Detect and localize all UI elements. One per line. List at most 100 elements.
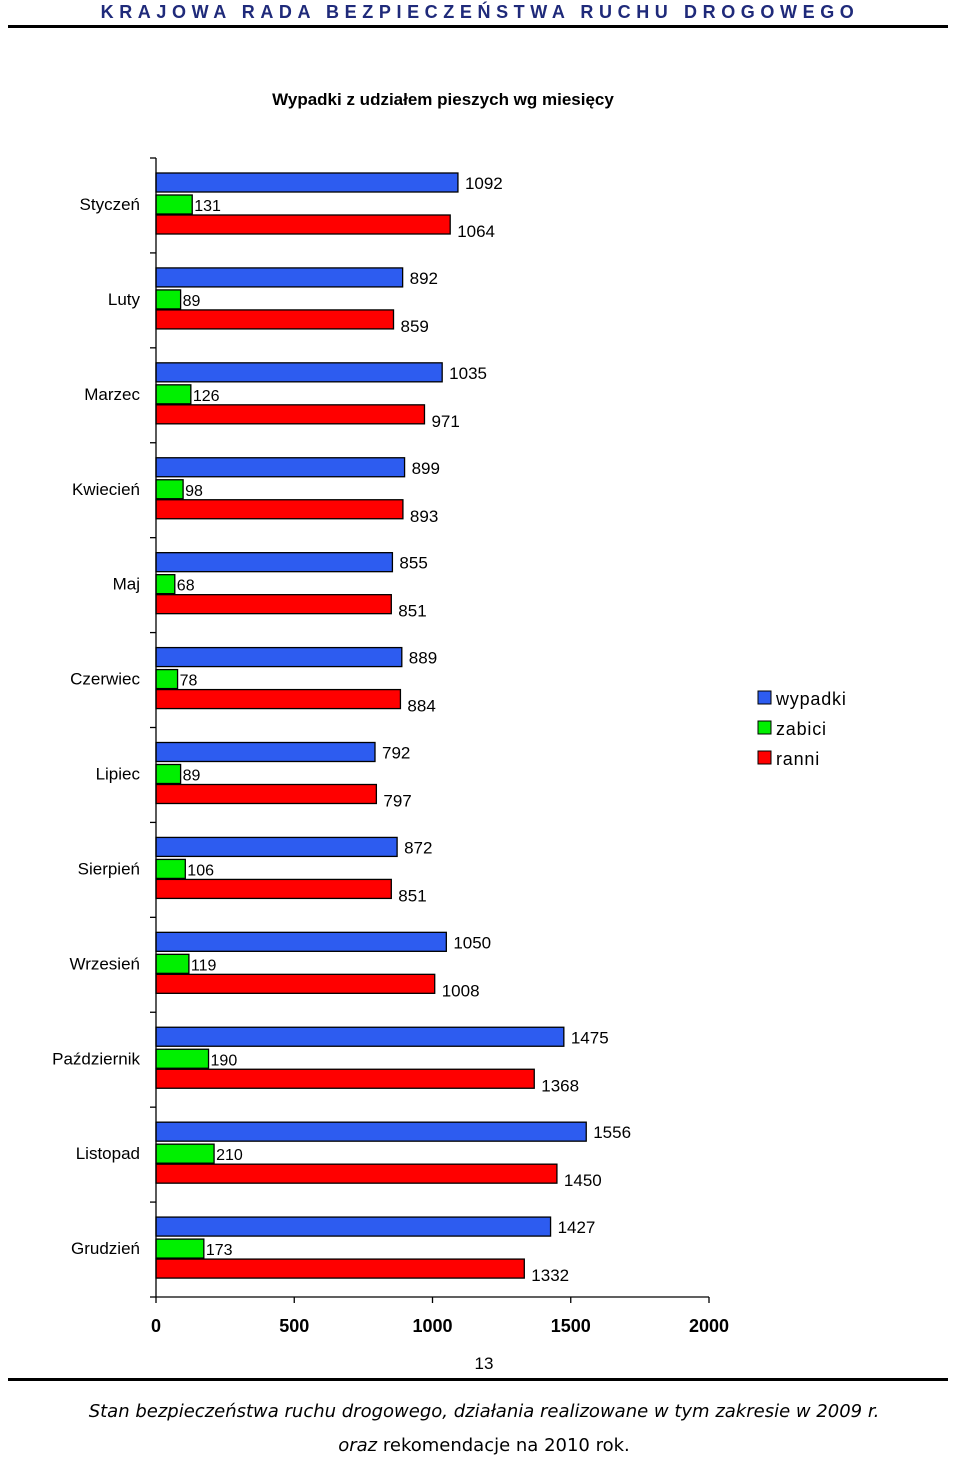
bar-wypadki-2: [155, 362, 443, 383]
label-wypadki-2: 1035: [449, 364, 487, 383]
bar-ranni-11: [155, 1258, 525, 1279]
bar-wypadki-8: [155, 931, 447, 952]
bar-wypadki-10: [155, 1121, 587, 1142]
label-ranni-2: 971: [431, 412, 459, 431]
label-wypadki-4: 855: [399, 554, 427, 573]
bar-chart: Wypadki z udziałem pieszych wg miesięcy …: [52, 90, 847, 1336]
label-ranni-3: 893: [410, 507, 438, 526]
bar-ranni-1: [155, 309, 395, 330]
label-zabici-11: 173: [206, 1242, 233, 1259]
bar-zabici-10: [155, 1143, 215, 1164]
label-zabici-6: 89: [183, 768, 201, 785]
header-organization: KRAJOWA RADA BEZPIECZEŃSTWA RUCHU DROGOW…: [100, 2, 860, 22]
label-ranni-8: 1008: [442, 981, 480, 1000]
label-ranni-0: 1064: [457, 222, 495, 241]
category-label-5: Czerwiec: [70, 670, 140, 689]
category-label-9: Październik: [52, 1049, 140, 1068]
bar-zabici-9: [155, 1048, 210, 1069]
label-zabici-2: 126: [193, 388, 220, 405]
category-label-2: Marzec: [84, 385, 140, 404]
category-label-1: Luty: [108, 290, 141, 309]
label-zabici-9: 190: [211, 1052, 238, 1069]
chart-title: Wypadki z udziałem pieszych wg miesięcy: [272, 90, 614, 109]
legend-label-zabici: zabici: [776, 719, 827, 739]
bar-zabici-4: [155, 574, 176, 595]
bar-zabici-1: [155, 289, 182, 310]
footer-rule: [8, 1378, 948, 1381]
bar-ranni-2: [155, 404, 426, 425]
label-zabici-0: 131: [194, 198, 221, 215]
label-ranni-4: 851: [398, 602, 426, 621]
bar-ranni-5: [155, 688, 402, 710]
page-number: 13: [474, 1354, 494, 1373]
bar-ranni-6: [155, 783, 378, 805]
header-rule: [8, 25, 948, 28]
bar-wypadki-1: [155, 267, 404, 288]
category-label-6: Lipiec: [96, 765, 141, 784]
bar-wypadki-9: [155, 1026, 565, 1047]
x-tick-label-1: 500: [279, 1316, 309, 1336]
category-label-7: Sierpień: [78, 859, 140, 878]
category-label-3: Kwiecień: [72, 480, 140, 499]
label-wypadki-5: 889: [409, 649, 437, 668]
label-wypadki-6: 792: [382, 744, 410, 763]
bar-ranni-0: [155, 214, 451, 235]
bar-zabici-11: [155, 1238, 205, 1259]
legend-label-wypadki: wypadki: [775, 689, 847, 709]
bar-zabici-3: [155, 479, 184, 500]
label-ranni-10: 1450: [564, 1171, 602, 1190]
footer-line2-prefix: oraz: [338, 1435, 378, 1456]
x-tick-label-2: 1000: [412, 1316, 452, 1336]
label-wypadki-0: 1092: [465, 174, 503, 193]
x-tick-label-4: 2000: [689, 1316, 729, 1336]
label-ranni-11: 1332: [531, 1266, 569, 1285]
label-ranni-5: 884: [407, 697, 435, 716]
bar-wypadki-11: [155, 1216, 552, 1237]
bar-ranni-9: [155, 1068, 535, 1089]
legend: wypadki zabici ranni: [757, 689, 847, 769]
label-ranni-9: 1368: [541, 1076, 579, 1095]
axes-group: Styczeń Luty Marzec Kwiecień Maj Czerwiec Lipi…: [52, 157, 729, 1336]
label-wypadki-8: 1050: [453, 933, 491, 952]
bar-wypadki-5: [155, 646, 403, 668]
bar-zabici-7: [155, 858, 186, 880]
bars-group: 1092 131 1064 892 89 859 1035 126 971 899 98 893 855…: [155, 172, 631, 1285]
category-label-11: Grudzień: [71, 1239, 140, 1258]
label-zabici-8: 119: [191, 957, 217, 974]
category-label-4: Maj: [113, 575, 140, 594]
bar-zabici-2: [155, 384, 192, 405]
x-tick-label-0: 0: [151, 1316, 161, 1336]
bar-ranni-7: [155, 878, 392, 900]
label-wypadki-10: 1556: [593, 1123, 631, 1142]
bar-wypadki-0: [155, 172, 459, 193]
label-ranni-1: 859: [401, 317, 429, 336]
label-wypadki-11: 1427: [558, 1218, 596, 1237]
footer-line2-rest: rekomendacje na 2010 rok.: [377, 1435, 630, 1456]
category-label-0: Styczeń: [80, 195, 140, 214]
legend-label-ranni: ranni: [776, 749, 820, 769]
bar-ranni-3: [155, 499, 404, 520]
bar-ranni-4: [155, 594, 392, 615]
x-tick-label-3: 1500: [551, 1316, 591, 1336]
label-wypadki-9: 1475: [571, 1028, 609, 1047]
label-ranni-7: 851: [398, 886, 426, 905]
bar-wypadki-4: [155, 552, 394, 573]
label-wypadki-1: 892: [410, 269, 438, 288]
bar-ranni-10: [155, 1163, 558, 1184]
footer-line2: oraz rekomendacje na 2010 rok.: [0, 1435, 960, 1456]
bar-zabici-6: [155, 763, 182, 785]
bar-zabici-5: [155, 668, 179, 690]
bar-ranni-8: [155, 973, 436, 994]
label-ranni-6: 797: [383, 792, 411, 811]
bar-wypadki-7: [155, 836, 398, 858]
legend-swatch-wypadki: [757, 690, 772, 705]
bar-wypadki-6: [155, 741, 376, 763]
bar-wypadki-3: [155, 457, 406, 478]
label-zabici-3: 98: [185, 483, 203, 500]
bar-zabici-0: [155, 194, 193, 215]
category-label-10: Listopad: [76, 1144, 140, 1163]
bar-zabici-8: [155, 953, 190, 974]
label-zabici-10: 210: [216, 1147, 243, 1164]
footer-line1: Stan bezpieczeństwa ruchu drogowego, dzi…: [88, 1401, 880, 1422]
label-wypadki-7: 872: [404, 838, 432, 857]
